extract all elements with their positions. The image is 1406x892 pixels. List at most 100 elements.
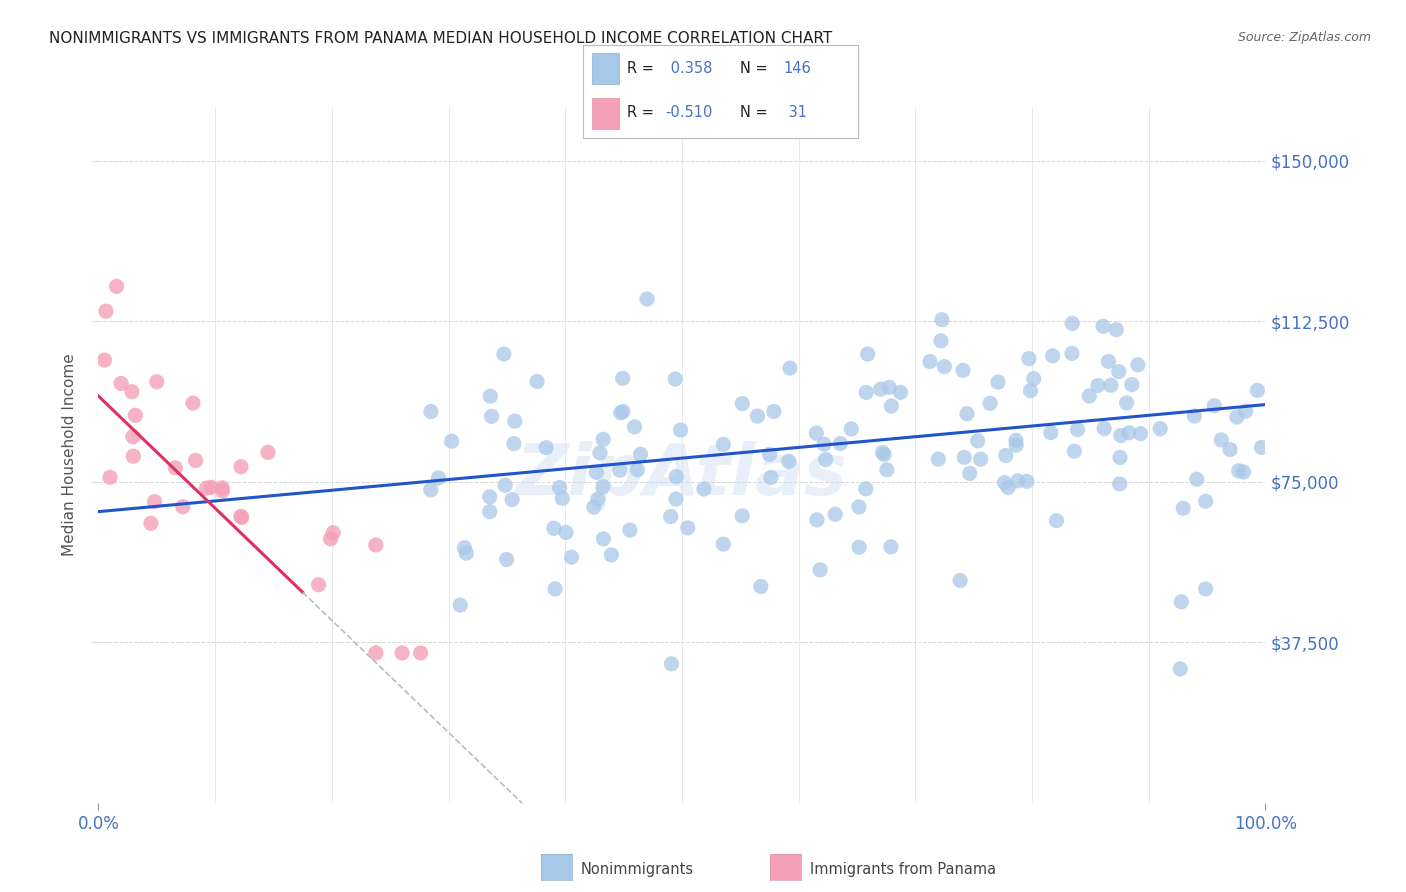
Point — [165, 460, 187, 475]
Point — [1109, 450, 1132, 465]
Point — [98, 470, 121, 484]
Point — [322, 525, 344, 540]
Point — [478, 505, 501, 519]
Point — [122, 450, 145, 464]
Point — [848, 541, 870, 555]
Point — [1219, 442, 1241, 457]
Point — [257, 445, 280, 459]
Point — [184, 453, 207, 467]
Point — [1170, 595, 1192, 609]
Point — [969, 452, 991, 467]
Point — [997, 480, 1019, 494]
Point — [762, 404, 785, 418]
Point — [731, 397, 754, 411]
Point — [1129, 426, 1152, 441]
Point — [952, 363, 974, 377]
Point — [502, 436, 524, 450]
Point — [830, 436, 852, 450]
Point — [229, 459, 252, 474]
Point — [665, 492, 688, 507]
Point — [839, 422, 862, 436]
Text: -0.510: -0.510 — [666, 104, 713, 120]
Point — [659, 509, 682, 524]
Text: 31: 31 — [783, 104, 807, 120]
Point — [918, 354, 941, 368]
Point — [880, 540, 903, 554]
Point — [211, 483, 233, 498]
Point — [1115, 396, 1137, 410]
Point — [121, 384, 143, 399]
Point — [855, 482, 877, 496]
Point — [1097, 354, 1119, 368]
Point — [824, 508, 846, 522]
Point — [949, 574, 972, 588]
Point — [1121, 377, 1143, 392]
Point — [1018, 351, 1040, 366]
Point — [1105, 323, 1128, 337]
Point — [848, 500, 870, 514]
Point — [494, 478, 516, 492]
Point — [877, 380, 900, 394]
Point — [855, 385, 877, 400]
Point — [872, 445, 894, 459]
Point — [492, 347, 515, 361]
Point — [1022, 372, 1045, 386]
Point — [759, 470, 782, 484]
Point — [966, 434, 988, 448]
Point — [1232, 465, 1254, 479]
Point — [1226, 410, 1249, 425]
Point — [806, 513, 828, 527]
Point — [456, 546, 478, 560]
Point — [779, 361, 801, 376]
Point — [94, 304, 117, 318]
Point — [1019, 384, 1042, 398]
Point — [747, 409, 769, 423]
Point — [1126, 358, 1149, 372]
Point — [1108, 476, 1130, 491]
Point — [364, 538, 387, 552]
Point — [749, 579, 772, 593]
Point — [586, 492, 609, 507]
Point — [427, 471, 450, 485]
Point — [479, 389, 502, 403]
Point — [200, 480, 222, 494]
Point — [610, 406, 633, 420]
Text: Nonimmigrants: Nonimmigrants — [581, 863, 693, 877]
Point — [551, 491, 574, 506]
Point — [612, 371, 634, 385]
Point — [211, 481, 233, 495]
Point — [122, 430, 145, 444]
Point — [1005, 434, 1028, 448]
Point — [813, 437, 835, 451]
Point — [669, 423, 692, 437]
Point — [808, 563, 831, 577]
Point — [1234, 404, 1257, 418]
Text: ZipAtlas: ZipAtlas — [516, 442, 848, 510]
Point — [856, 347, 879, 361]
Point — [778, 454, 800, 468]
Point — [1060, 346, 1083, 360]
Point — [609, 463, 631, 477]
Point — [548, 480, 571, 494]
Point — [711, 537, 734, 551]
Point — [453, 541, 475, 555]
Point — [449, 598, 471, 612]
Point — [1062, 317, 1084, 331]
Point — [711, 437, 734, 451]
Point — [612, 404, 634, 418]
Point — [1194, 582, 1216, 596]
Point — [993, 475, 1015, 490]
Text: Immigrants from Panama: Immigrants from Panama — [810, 863, 995, 877]
Point — [814, 452, 837, 467]
Point — [419, 483, 441, 497]
Point — [181, 396, 204, 410]
Point — [806, 426, 828, 441]
Point — [592, 532, 614, 546]
Point — [1092, 421, 1115, 435]
Point — [503, 414, 526, 428]
Point — [391, 646, 413, 660]
Point — [626, 463, 648, 477]
Point — [1227, 464, 1250, 478]
Text: R =: R = — [627, 104, 659, 120]
Text: N =: N = — [740, 104, 772, 120]
